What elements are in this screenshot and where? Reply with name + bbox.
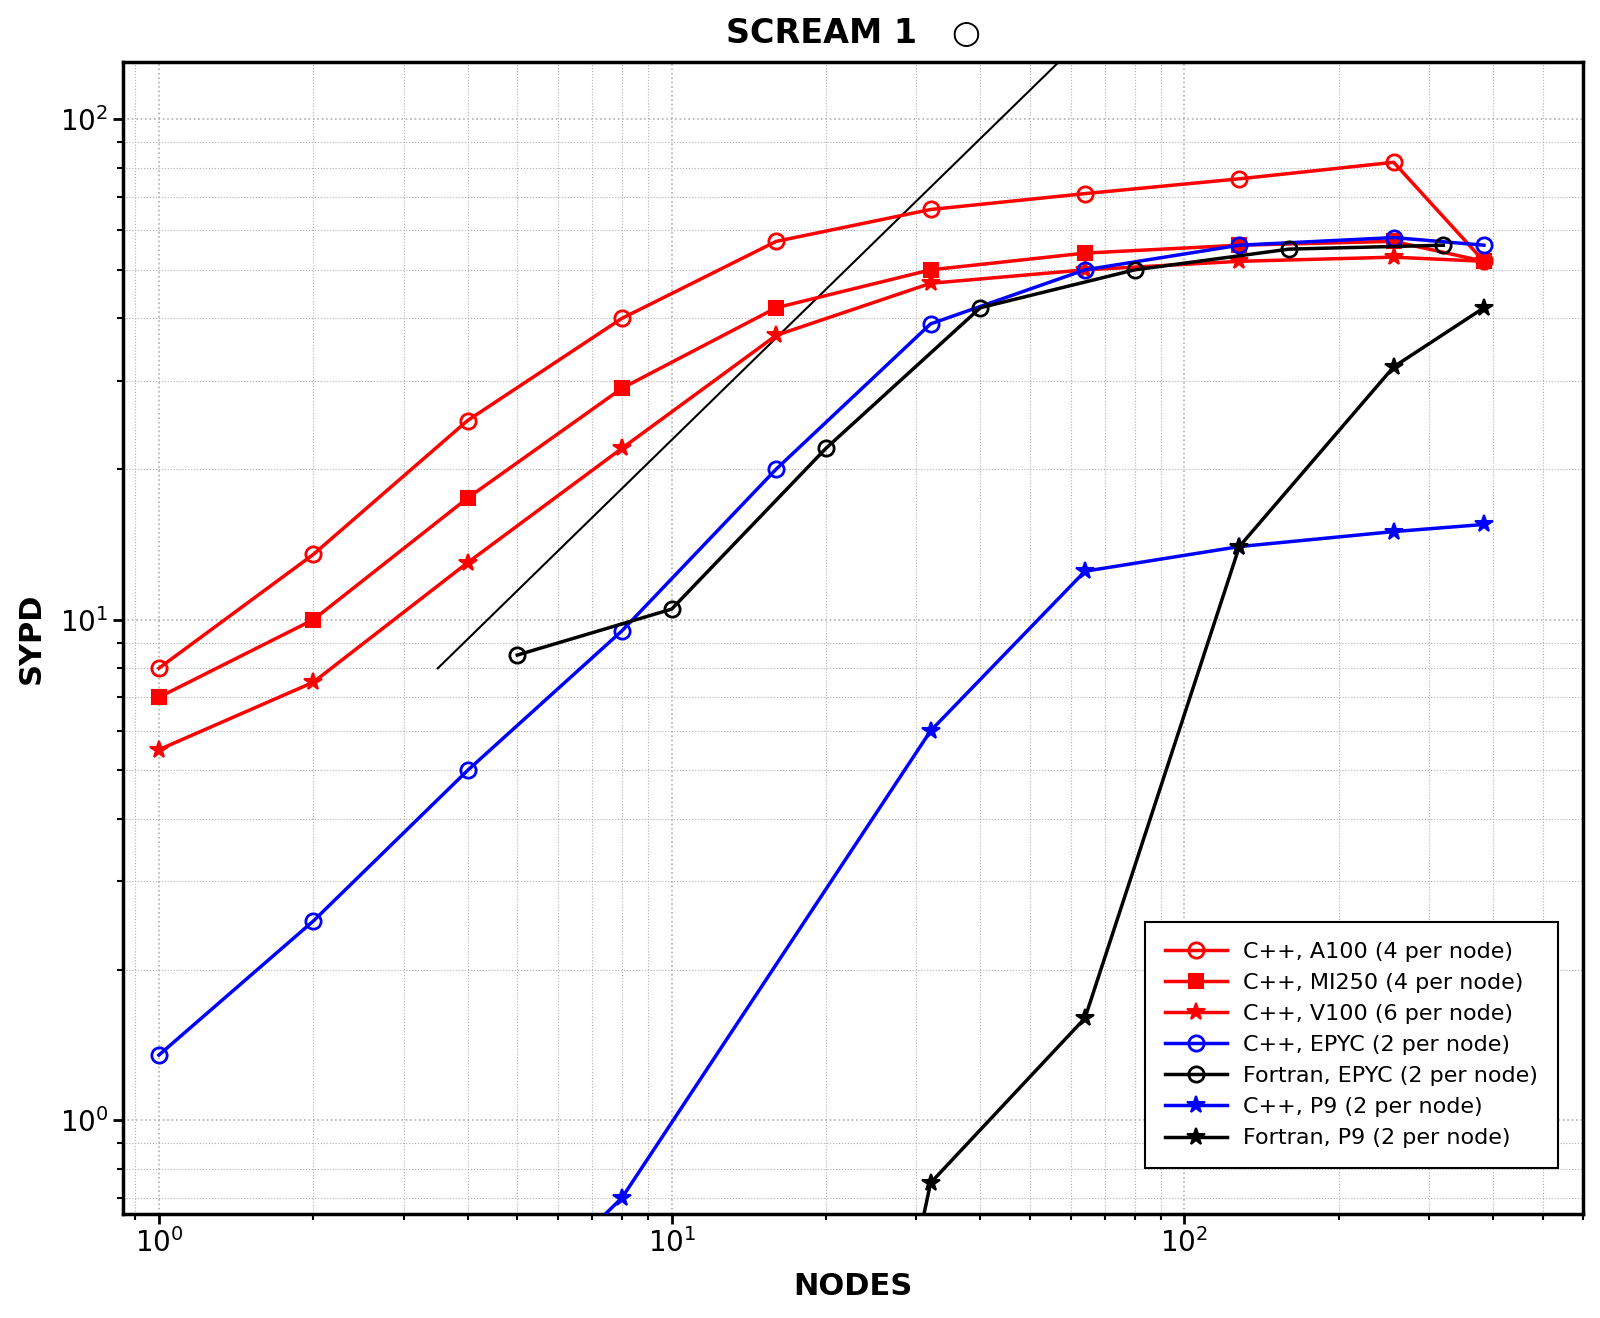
Line: C++, V100 (6 per node): C++, V100 (6 per node) [150, 248, 1493, 759]
C++, A100 (4 per node) [922, 202, 941, 217]
C++, EPYC (2 per node) [766, 461, 786, 477]
C++, MI250 (4 per node) [1230, 237, 1250, 253]
Fortran, P9 (2 per node) [1474, 299, 1493, 315]
Fortran, P9 (2 per node) [1230, 539, 1250, 555]
C++, EPYC (2 per node) [1075, 262, 1094, 278]
Line: C++, P9 (2 per node): C++, P9 (2 per node) [150, 515, 1493, 1318]
C++, V100 (6 per node) [1474, 253, 1493, 269]
Fortran, EPYC (2 per node) [816, 440, 835, 456]
C++, V100 (6 per node) [1075, 262, 1094, 278]
C++, A100 (4 per node) [613, 311, 632, 327]
Line: C++, EPYC (2 per node): C++, EPYC (2 per node) [152, 229, 1491, 1062]
C++, V100 (6 per node) [613, 440, 632, 456]
C++, A100 (4 per node) [1474, 253, 1493, 269]
C++, P9 (2 per node) [613, 1190, 632, 1206]
Fortran, P9 (2 per node) [1075, 1010, 1094, 1025]
Fortran, P9 (2 per node) [922, 1174, 941, 1190]
Line: Fortran, EPYC (2 per node): Fortran, EPYC (2 per node) [510, 237, 1451, 663]
C++, EPYC (2 per node) [149, 1048, 168, 1064]
Fortran, EPYC (2 per node) [662, 601, 682, 617]
C++, MI250 (4 per node) [766, 299, 786, 315]
C++, MI250 (4 per node) [1474, 253, 1493, 269]
Legend: C++, A100 (4 per node), C++, MI250 (4 per node), C++, V100 (6 per node), C++, EP: C++, A100 (4 per node), C++, MI250 (4 pe… [1146, 921, 1558, 1168]
C++, V100 (6 per node) [766, 327, 786, 343]
Fortran, EPYC (2 per node) [1280, 241, 1299, 257]
C++, A100 (4 per node) [1384, 154, 1403, 170]
C++, A100 (4 per node) [149, 660, 168, 676]
X-axis label: NODES: NODES [794, 1272, 912, 1301]
C++, V100 (6 per node) [922, 275, 941, 291]
Fortran, EPYC (2 per node) [971, 299, 990, 315]
C++, MI250 (4 per node) [1075, 245, 1094, 261]
Line: Fortran, P9 (2 per node): Fortran, P9 (2 per node) [459, 299, 1493, 1318]
C++, EPYC (2 per node) [1384, 229, 1403, 245]
C++, MI250 (4 per node) [458, 490, 477, 506]
C++, V100 (6 per node) [458, 555, 477, 571]
C++, V100 (6 per node) [1230, 253, 1250, 269]
C++, P9 (2 per node) [1384, 523, 1403, 539]
Title: SCREAM 1   ○: SCREAM 1 ○ [725, 17, 981, 50]
C++, A100 (4 per node) [1230, 171, 1250, 187]
C++, MI250 (4 per node) [304, 612, 323, 627]
C++, EPYC (2 per node) [304, 913, 323, 929]
C++, P9 (2 per node) [1230, 539, 1250, 555]
Line: C++, A100 (4 per node): C++, A100 (4 per node) [152, 154, 1491, 676]
C++, EPYC (2 per node) [1474, 237, 1493, 253]
Fortran, P9 (2 per node) [1384, 358, 1403, 374]
C++, MI250 (4 per node) [613, 381, 632, 397]
C++, MI250 (4 per node) [922, 262, 941, 278]
C++, EPYC (2 per node) [458, 763, 477, 779]
C++, MI250 (4 per node) [149, 689, 168, 705]
C++, P9 (2 per node) [1075, 563, 1094, 579]
C++, EPYC (2 per node) [613, 623, 632, 639]
C++, V100 (6 per node) [1384, 249, 1403, 265]
C++, MI250 (4 per node) [1384, 233, 1403, 249]
Line: C++, MI250 (4 per node): C++, MI250 (4 per node) [152, 235, 1491, 704]
C++, V100 (6 per node) [304, 675, 323, 691]
C++, EPYC (2 per node) [922, 316, 941, 332]
Fortran, EPYC (2 per node) [507, 647, 526, 663]
C++, V100 (6 per node) [149, 742, 168, 758]
C++, A100 (4 per node) [1075, 186, 1094, 202]
Fortran, EPYC (2 per node) [1434, 237, 1453, 253]
C++, P9 (2 per node) [1474, 517, 1493, 532]
Y-axis label: SYPD: SYPD [16, 592, 46, 684]
C++, EPYC (2 per node) [1230, 237, 1250, 253]
C++, A100 (4 per node) [304, 547, 323, 563]
C++, A100 (4 per node) [766, 233, 786, 249]
Fortran, EPYC (2 per node) [1125, 262, 1144, 278]
C++, P9 (2 per node) [922, 722, 941, 738]
C++, A100 (4 per node) [458, 413, 477, 428]
